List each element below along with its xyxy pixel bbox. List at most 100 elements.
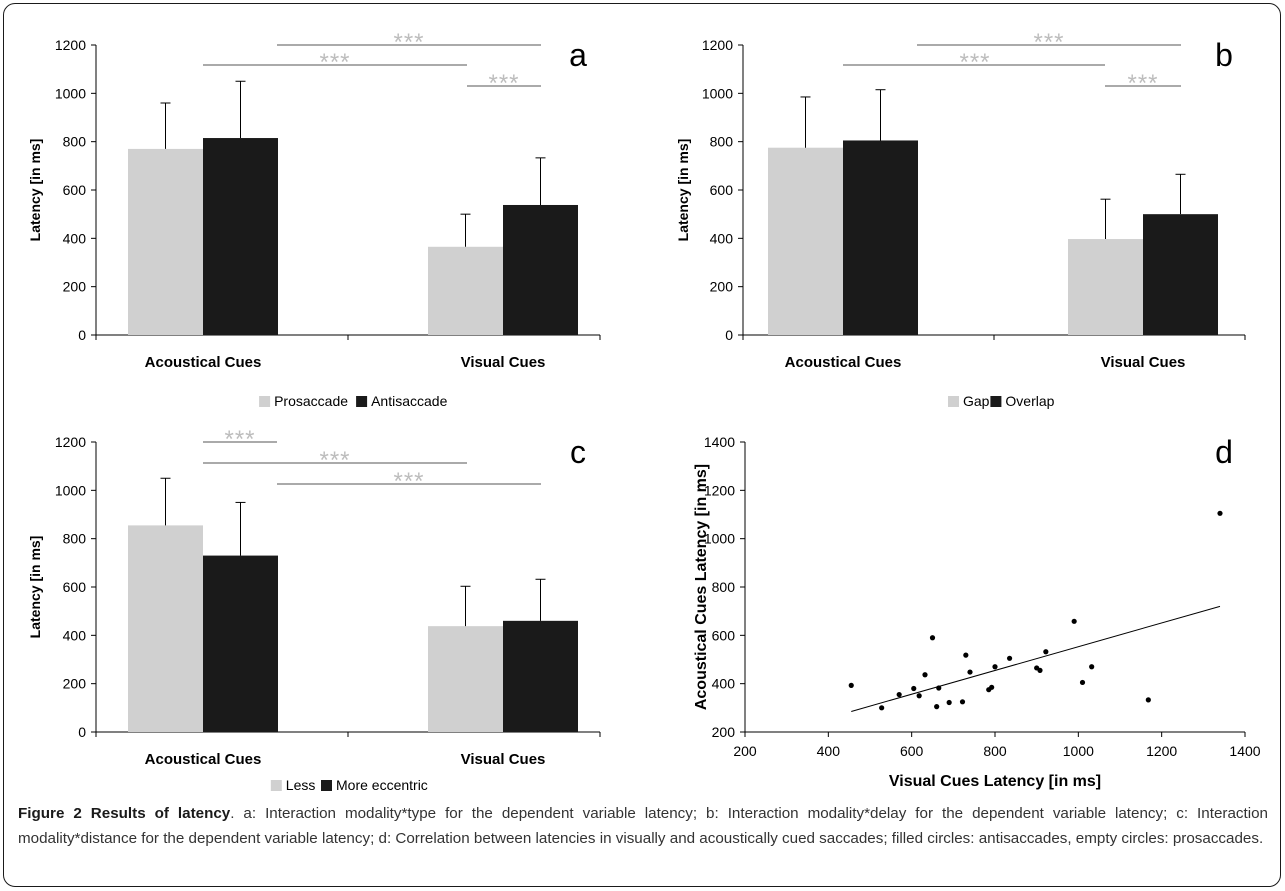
y-tick-label: 200 [63, 676, 87, 692]
data-point [1071, 618, 1077, 624]
panel-letter: c [570, 434, 586, 470]
data-point [929, 635, 936, 641]
data-point [1037, 667, 1043, 673]
bar [128, 525, 203, 732]
significance-label: *** [393, 29, 424, 56]
legend-swatch [990, 396, 1002, 407]
legend-label: Prosaccade [274, 393, 348, 409]
chart-panel-c: 0 200 400 600 800 1000 1200 Acoustical Cues Visu… [27, 426, 601, 793]
data-point [1006, 655, 1013, 661]
x-tick-label: 800 [983, 743, 1007, 759]
data-point [967, 669, 973, 675]
x-tick-label: 600 [900, 743, 924, 759]
y-tick-label: 400 [710, 230, 734, 246]
bar [503, 204, 578, 335]
panel-letter: d [1215, 434, 1233, 470]
data-point [992, 664, 998, 670]
significance-label: *** [488, 70, 519, 97]
figure-frame [3, 3, 1281, 887]
y-tick-label: 1000 [55, 482, 86, 498]
x-tick-label: 200 [733, 743, 757, 759]
significance-label: *** [319, 49, 350, 76]
category-label: Acoustical Cues [145, 354, 262, 371]
data-point [911, 685, 917, 692]
data-point [896, 691, 902, 698]
significance-label: *** [319, 447, 350, 474]
data-point [1145, 697, 1151, 703]
y-tick-label: 0 [78, 724, 86, 740]
panel-letter: b [1215, 37, 1233, 73]
y-tick-label: 800 [63, 531, 87, 547]
y-tick-label: 1000 [55, 85, 86, 101]
y-tick-label: 1200 [55, 37, 86, 53]
y-tick-label: 200 [63, 279, 87, 295]
caption-text: . a: Interaction modality*type for the d… [18, 805, 1268, 847]
data-point [1217, 510, 1223, 516]
legend-label: Gap [963, 393, 990, 409]
panel-letter: a [569, 37, 587, 73]
data-point [959, 699, 966, 705]
bar [1068, 239, 1143, 335]
data-point [879, 705, 885, 711]
x-tick-label: 1200 [1146, 743, 1177, 759]
data-point [946, 699, 952, 706]
y-tick-label: 1400 [704, 434, 735, 450]
y-tick-label: 200 [710, 279, 734, 295]
data-point [916, 693, 922, 699]
category-label: Visual Cues [1101, 354, 1186, 371]
y-tick-label: 400 [712, 676, 736, 692]
y-tick-label: 600 [63, 579, 87, 595]
category-label: Acoustical Cues [785, 354, 902, 371]
y-tick-label: 1200 [55, 434, 86, 450]
y-axis-label: Latency [in ms] [675, 139, 691, 242]
data-point [963, 652, 969, 658]
y-axis-label: Acoustical Cues Latency [in ms] [693, 464, 710, 710]
significance-label: *** [959, 49, 990, 76]
bar [1143, 214, 1218, 335]
y-tick-label: 1200 [702, 37, 733, 53]
legend-label: More eccentric [336, 777, 428, 793]
y-tick-label: 0 [78, 327, 86, 343]
bar [503, 620, 578, 732]
legend-label: Overlap [1005, 393, 1054, 409]
significance-label: *** [224, 426, 255, 453]
chart-panel-b: 0 200 400 600 800 1000 1200 Acoustical Cues Visu… [675, 29, 1246, 409]
y-tick-label: 800 [712, 579, 736, 595]
significance-label: *** [1127, 70, 1158, 97]
y-tick-label: 600 [710, 182, 734, 198]
data-point [934, 704, 940, 710]
significance-label: *** [1033, 29, 1064, 56]
legend-swatch [259, 396, 271, 407]
category-label: Visual Cues [461, 354, 546, 371]
legend-swatch [356, 396, 368, 407]
bar [428, 626, 503, 732]
x-tick-label: 400 [817, 743, 841, 759]
y-axis-label: Latency [in ms] [27, 536, 43, 639]
legend: Less More eccentric [270, 777, 428, 793]
y-tick-label: 1000 [702, 85, 733, 101]
caption-title: Figure 2 Results of latency [18, 805, 231, 822]
y-axis-label: Latency [in ms] [27, 139, 43, 242]
y-tick-label: 600 [63, 182, 87, 198]
data-point [848, 682, 854, 688]
data-point [1043, 649, 1049, 655]
category-label: Visual Cues [461, 751, 546, 768]
data-point [1089, 664, 1095, 670]
y-tick-label: 0 [725, 327, 733, 343]
trendline [851, 605, 1221, 712]
data-point [936, 685, 942, 691]
legend-swatch [948, 396, 959, 407]
legend-label: Less [286, 777, 316, 793]
chart-panel-d: 200 400 600 800 1000 1200 1400 200 400 600 800 1000… [693, 434, 1261, 790]
y-tick-label: 200 [712, 724, 736, 740]
x-axis-label: Visual Cues Latency [in ms] [889, 773, 1101, 790]
significance-label: *** [393, 468, 424, 495]
category-label: Acoustical Cues [145, 751, 262, 768]
bar [203, 555, 278, 732]
y-tick-label: 800 [63, 134, 87, 150]
bar [203, 138, 278, 335]
bar [768, 147, 843, 335]
y-tick-label: 600 [712, 627, 736, 643]
legend-swatch [270, 780, 282, 791]
y-tick-label: 400 [63, 230, 87, 246]
